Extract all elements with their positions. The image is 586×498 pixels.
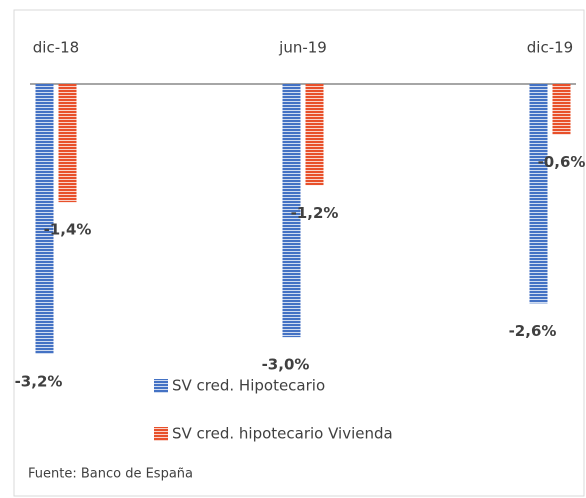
data-label: -1,4% [44, 221, 92, 239]
data-label: -1,2% [291, 204, 339, 222]
data-label: -3,2% [15, 373, 63, 391]
x-tick-label: dic-18 [33, 39, 79, 57]
legend-swatch [154, 427, 168, 441]
data-label: -0,6% [538, 153, 586, 171]
bar [58, 84, 77, 203]
bar [305, 84, 324, 186]
bar [35, 84, 54, 354]
legend-label: SV cred. Hipotecario [172, 377, 325, 395]
legend-label: SV cred. hipotecario Vivienda [172, 425, 393, 443]
bar [552, 84, 571, 135]
data-label: -2,6% [509, 322, 557, 340]
data-label: -3,0% [262, 356, 310, 374]
bar [529, 84, 548, 304]
source: Fuente: Banco de España [28, 467, 193, 482]
x-tick-label: jun-19 [278, 39, 327, 57]
x-tick-label: dic-19 [527, 39, 573, 57]
legend-swatch [154, 379, 168, 393]
bar [282, 84, 301, 338]
